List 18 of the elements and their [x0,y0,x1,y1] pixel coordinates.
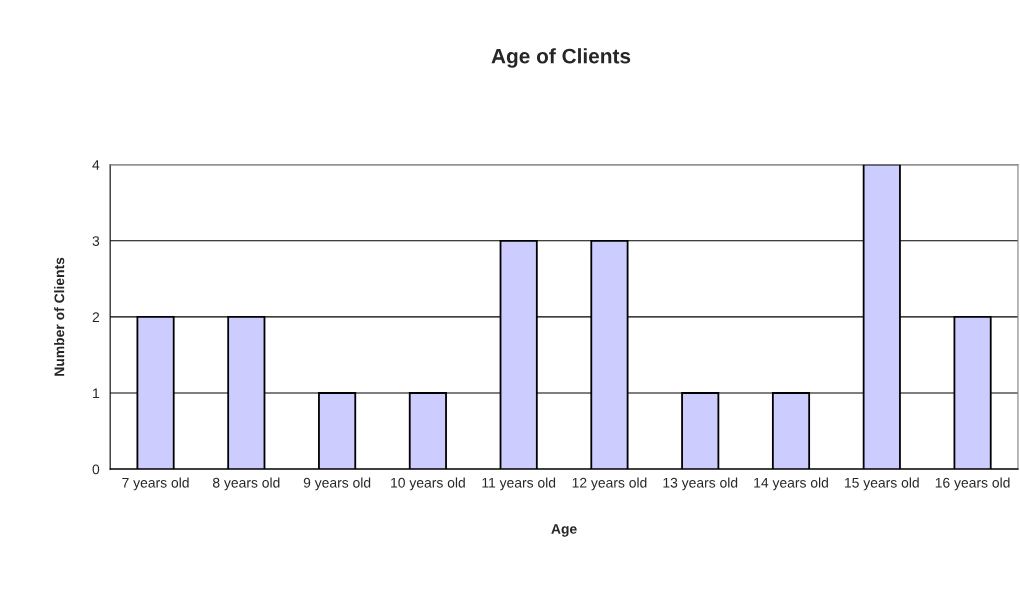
x-tick-label: 8 years old [212,477,280,491]
x-tick-label: 7 years old [122,477,189,491]
x-tick-label: 10 years old [391,477,465,491]
y-tick-label: 1 [93,388,100,399]
x-tick-label: 11 years old [482,477,556,491]
x-tick-label: 14 years old [754,477,828,491]
y-tick-label: 2 [92,312,100,322]
x-axis-title: Age [551,524,577,537]
y-tick-label: 4 [92,160,100,170]
y-axis-title: Number of Clients [54,257,65,376]
y-tick-label: 3 [92,236,100,246]
x-tick-label: 12 years old [572,477,647,491]
x-tick-label: 9 years old [303,477,371,491]
x-tick-label: 13 years old [663,477,738,491]
y-tick-label: 0 [92,464,100,475]
x-tick-label: 16 years old [935,477,1010,491]
x-tick-label: 15 years old [845,477,919,491]
chart-title: Age of Clients [491,48,631,68]
